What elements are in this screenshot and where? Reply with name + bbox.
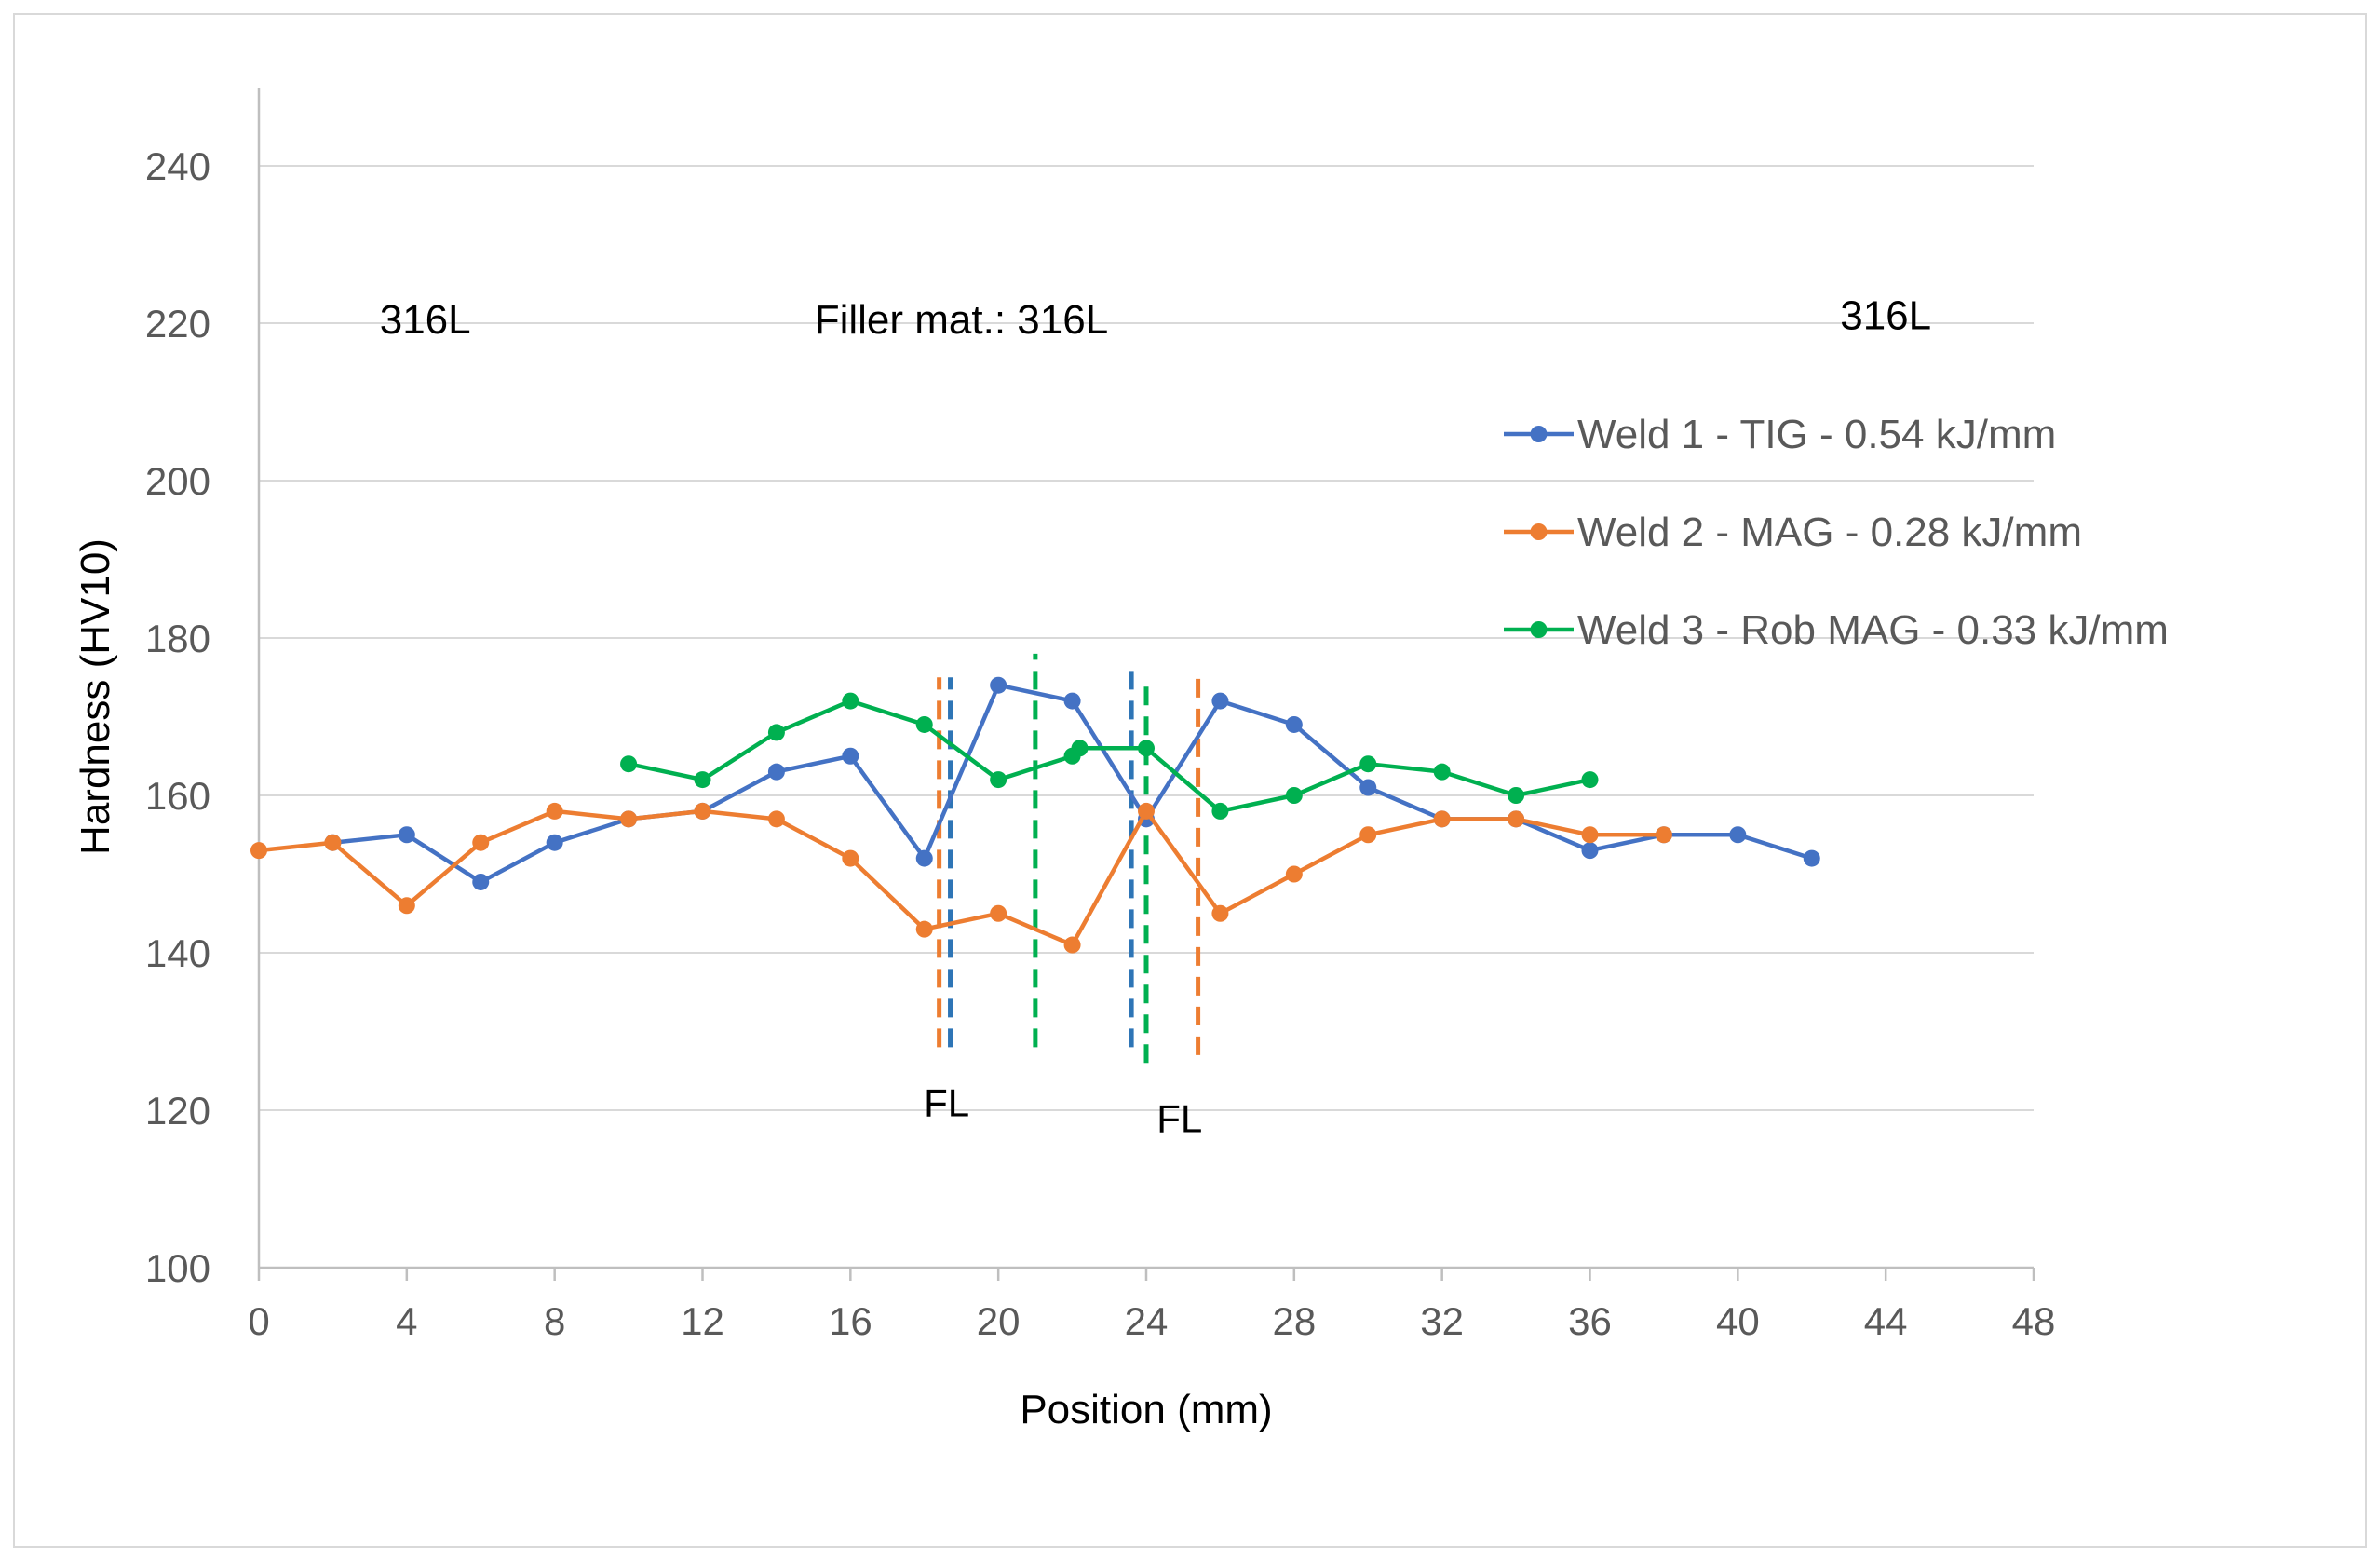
y-tick-label: 100 [145, 1246, 210, 1290]
legend-swatch-marker [1530, 523, 1548, 540]
legend-label: Weld 2 - MAG - 0.28 kJ/mm [1577, 509, 2082, 555]
x-tick-label: 24 [1125, 1299, 1169, 1343]
y-tick-label: 200 [145, 459, 210, 503]
x-tick-label: 12 [681, 1299, 724, 1343]
x-tick-label: 16 [829, 1299, 872, 1343]
legend: Weld 1 - TIG - 0.54 kJ/mm Weld 2 - MAG - … [1504, 412, 2169, 653]
x-tick-label: 44 [1864, 1299, 1908, 1343]
data-point [990, 676, 1007, 694]
x-tick-label: 0 [248, 1299, 269, 1343]
y-tick-label: 220 [145, 302, 210, 346]
data-point [694, 802, 711, 820]
y-tick-label: 160 [145, 774, 210, 818]
data-point [620, 755, 638, 773]
data-point [1211, 904, 1229, 922]
data-point [1359, 826, 1377, 844]
data-point [842, 849, 859, 867]
x-tick-label: 28 [1272, 1299, 1316, 1343]
series-weld-2 [250, 802, 1672, 954]
data-point [842, 747, 859, 765]
data-point [842, 692, 859, 710]
series-weld-3 [620, 692, 1599, 820]
y-axis-label: Hardness (HV10) [73, 538, 118, 855]
chart-frame [13, 13, 2367, 1548]
data-point [1211, 692, 1229, 710]
data-point [1729, 826, 1747, 844]
x-axis-label: Position (mm) [1020, 1387, 1272, 1432]
region-label: 316L [1840, 293, 1931, 339]
data-point [250, 842, 267, 860]
data-point [1359, 779, 1377, 796]
region-label: 316L [380, 297, 471, 343]
y-tick-label: 120 [145, 1089, 210, 1133]
data-point [990, 771, 1007, 789]
data-point [1581, 826, 1599, 844]
data-point [1359, 755, 1377, 773]
x-tick-label: 40 [1716, 1299, 1760, 1343]
data-point [546, 834, 563, 851]
data-point [1581, 771, 1599, 789]
data-point [1433, 763, 1451, 780]
region-label: Filler mat.: 316L [815, 297, 1108, 343]
legend-label: Weld 3 - Rob MAG - 0.33 kJ/mm [1577, 607, 2169, 653]
grid-layer [259, 165, 2034, 1111]
data-point [1508, 810, 1525, 828]
data-point [767, 763, 785, 780]
data-point [694, 771, 711, 789]
data-point [546, 802, 563, 820]
data-point [1071, 740, 1089, 757]
y-tick-label: 140 [145, 931, 210, 975]
y-tick-label: 180 [145, 617, 210, 660]
data-point [1285, 865, 1303, 883]
legend-swatch-marker [1530, 621, 1548, 638]
data-point [1655, 826, 1672, 844]
legend-item-weld-1: Weld 1 - TIG - 0.54 kJ/mm [1504, 412, 2056, 457]
data-point [1285, 787, 1303, 804]
data-point [915, 715, 933, 733]
data-point [915, 849, 933, 867]
data-point [1285, 715, 1303, 733]
series-line [258, 808, 1664, 947]
fusion-line-label: FL [924, 1081, 969, 1125]
data-point [1138, 802, 1155, 820]
data-point [990, 904, 1007, 922]
data-point [324, 834, 342, 851]
data-point [767, 724, 785, 741]
data-point [472, 873, 490, 890]
data-point [620, 810, 638, 828]
x-tick-label: 8 [544, 1299, 565, 1343]
legend-item-weld-3: Weld 3 - Rob MAG - 0.33 kJ/mm [1504, 607, 2169, 653]
data-point [1508, 787, 1525, 804]
legend-label: Weld 1 - TIG - 0.54 kJ/mm [1577, 412, 2056, 457]
data-point [398, 826, 415, 844]
annotation-layer: 316L Filler mat.: 316L 316L FL FL [380, 293, 1931, 1141]
x-tick-label: 36 [1568, 1299, 1612, 1343]
data-point [1063, 936, 1081, 954]
data-point [915, 920, 933, 938]
legend-swatch-marker [1530, 426, 1548, 442]
data-point [1433, 810, 1451, 828]
legend-item-weld-2: Weld 2 - MAG - 0.28 kJ/mm [1504, 509, 2082, 555]
data-point [1803, 849, 1820, 867]
x-tick-label: 4 [396, 1299, 417, 1343]
data-point [1063, 692, 1081, 710]
fusion-line-layer [937, 653, 1201, 1064]
y-tick-label: 240 [145, 144, 210, 188]
series-layer [250, 676, 1820, 954]
data-point [1138, 740, 1155, 757]
x-tick-label: 48 [2012, 1299, 2056, 1343]
data-point [767, 810, 785, 828]
x-tick-label: 20 [977, 1299, 1021, 1343]
data-point [398, 897, 415, 915]
data-point [1211, 802, 1229, 820]
data-point [1581, 842, 1599, 860]
x-tick-label: 32 [1420, 1299, 1464, 1343]
data-point [472, 834, 490, 851]
fusion-line-label: FL [1156, 1096, 1202, 1140]
